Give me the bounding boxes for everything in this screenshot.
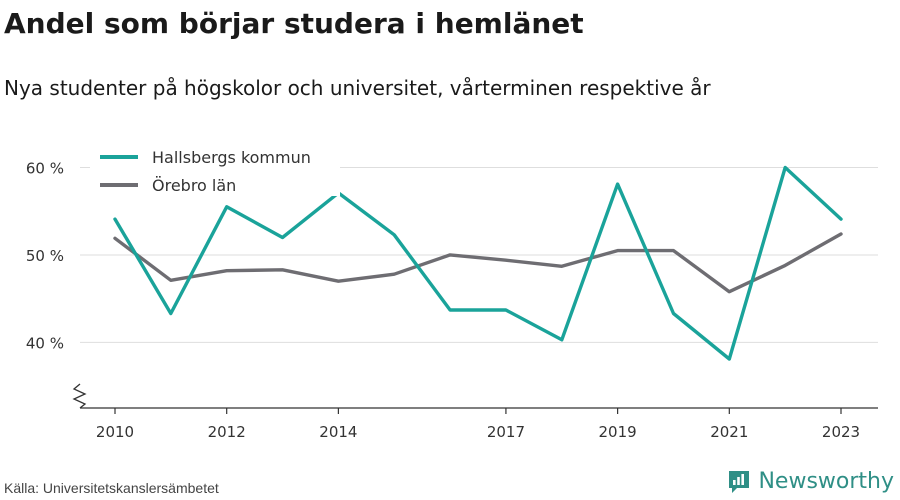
chart-title: Andel som börjar studera i hemlänet (4, 7, 584, 40)
x-tick-label: 2021 (710, 423, 748, 441)
x-tick-label: 2014 (319, 423, 357, 441)
series-line-hallsberg (113, 165, 843, 361)
x-tick-label: 2012 (208, 423, 246, 441)
y-tick-label: 60 % (26, 159, 64, 177)
series-line-orebro (113, 232, 843, 294)
y-tick-label: 40 % (26, 334, 64, 352)
source-note: Källa: Universitetskanslersämbetet (4, 480, 219, 496)
brand-logo[interactable]: Newsworthy (726, 468, 894, 494)
line-chart: 40 % 50 % 60 % 2010 2012 2014 2017 2019 2021 2023… (25, 148, 878, 441)
bar-chart-logo-icon (729, 471, 750, 493)
x-tick-label: 2023 (822, 423, 860, 441)
axis-break-icon (72, 383, 87, 409)
y-tick-label: 50 % (26, 247, 64, 265)
chart-subtitle: Nya studenter på högskolor och universit… (4, 76, 711, 100)
x-tick-label: 2019 (599, 423, 637, 441)
brand-name: Newsworthy (758, 468, 894, 494)
x-tick-label: 2010 (96, 423, 134, 441)
x-tick-label: 2017 (487, 423, 525, 441)
legend-label: Örebro län (152, 176, 236, 195)
legend-label: Hallsbergs kommun (152, 148, 311, 167)
